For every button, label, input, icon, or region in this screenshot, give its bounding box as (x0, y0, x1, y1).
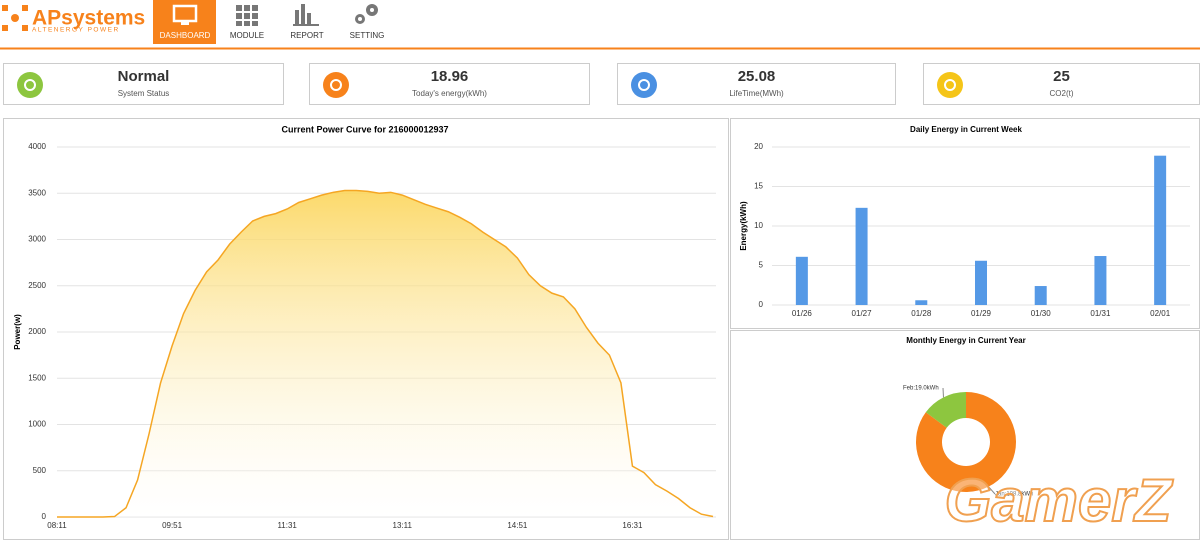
nav-label[interactable]: SETTING (350, 31, 385, 40)
card-icon (937, 72, 963, 98)
card-icon (631, 72, 657, 98)
x-tick-label: 01/31 (1090, 309, 1111, 318)
card (617, 63, 896, 105)
bar (915, 300, 928, 305)
pie-label: Feb:19.0kWh (903, 386, 939, 392)
leader-line (988, 486, 996, 495)
tagline: ALTENERGY POWER (32, 27, 120, 34)
y-tick-label: 3500 (28, 188, 46, 197)
area (57, 190, 713, 517)
nav-icon (236, 5, 258, 26)
card-value: Normal (118, 68, 170, 85)
bar (975, 260, 987, 305)
x-tick-label: 01/26 (792, 309, 813, 318)
pie-slice (925, 392, 966, 428)
x-tick-label: 09:51 (162, 521, 183, 530)
x-tick-label: 13:11 (393, 521, 413, 530)
card-label: System Status (118, 89, 170, 98)
x-tick-label: 08:11 (47, 521, 67, 530)
chart-title: Current Power Curve for 216000012937 (281, 124, 448, 134)
panel (3, 118, 729, 540)
card (3, 63, 284, 105)
bar (1154, 155, 1167, 305)
x-tick-label: 02/01 (1150, 309, 1171, 318)
y-tick-label: 0 (42, 512, 47, 521)
bar (1034, 286, 1047, 305)
card-icon-glyph (24, 79, 36, 91)
y-tick-label: 20 (754, 142, 763, 151)
bar (1094, 256, 1107, 305)
y-tick-label: 0 (759, 300, 764, 309)
card-icon-glyph (638, 79, 650, 91)
card-value: 18.96 (431, 68, 469, 85)
card-value: 25 (1053, 68, 1070, 85)
card-icon (323, 72, 349, 98)
y-tick-label: 1000 (28, 420, 46, 429)
card (309, 63, 590, 105)
card-value: 25.08 (738, 68, 776, 85)
y-tick-label: 3000 (28, 235, 46, 244)
x-tick-label: 11:31 (277, 521, 297, 530)
nav-label[interactable]: DASHBOARD (160, 31, 211, 40)
logo: APsystems (32, 7, 145, 30)
bar (795, 256, 808, 305)
card-label: LifeTime(MWh) (729, 89, 784, 98)
y-tick-label: 15 (754, 182, 763, 191)
x-tick-label: 14:51 (507, 521, 528, 530)
x-tick-label: 01/29 (971, 309, 992, 318)
card-icon-glyph (330, 79, 342, 91)
y-tick-label: 10 (754, 221, 763, 230)
line (57, 189, 714, 518)
nav-icon (293, 4, 319, 26)
watermark: GamerZ (945, 467, 1174, 534)
x-tick-label: 01/28 (911, 309, 932, 318)
y-tick-label: 2000 (28, 327, 46, 336)
x-tick-label: 01/30 (1031, 309, 1052, 318)
y-tick-label: 1500 (28, 373, 46, 382)
card-icon-glyph (944, 79, 956, 91)
chart-title: Daily Energy in Current Week (910, 125, 1022, 134)
y-tick-label: 2500 (28, 281, 46, 290)
y-tick-label: 4000 (28, 142, 46, 151)
x-tick-label: 01/27 (852, 309, 873, 318)
logo-icon (2, 5, 28, 31)
card-icon (17, 72, 43, 98)
card-label: CO2(t) (1050, 89, 1074, 98)
y-tick-label: 500 (33, 466, 47, 475)
pie-label: Jan:108.8kWh (995, 492, 1033, 498)
nav-icon (172, 4, 198, 25)
chart-title: Monthly Energy in Current Year (906, 336, 1025, 345)
card-label: Today's energy(kWh) (412, 89, 487, 98)
pie-slice (916, 392, 1016, 492)
nav-label[interactable]: REPORT (290, 31, 323, 40)
bar (855, 207, 868, 305)
y-axis-label: Energy(kWh) (739, 201, 748, 251)
y-axis-label: Power(w) (13, 314, 22, 350)
y-tick-label: 5 (759, 261, 764, 270)
x-tick-label: 16:31 (622, 521, 643, 530)
nav-label[interactable]: MODULE (230, 31, 264, 40)
nav-icon (355, 4, 378, 24)
